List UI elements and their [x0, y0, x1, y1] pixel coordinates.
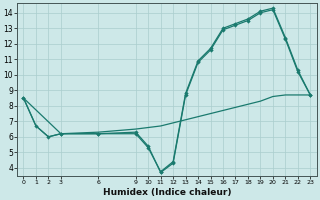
X-axis label: Humidex (Indice chaleur): Humidex (Indice chaleur) — [103, 188, 231, 197]
